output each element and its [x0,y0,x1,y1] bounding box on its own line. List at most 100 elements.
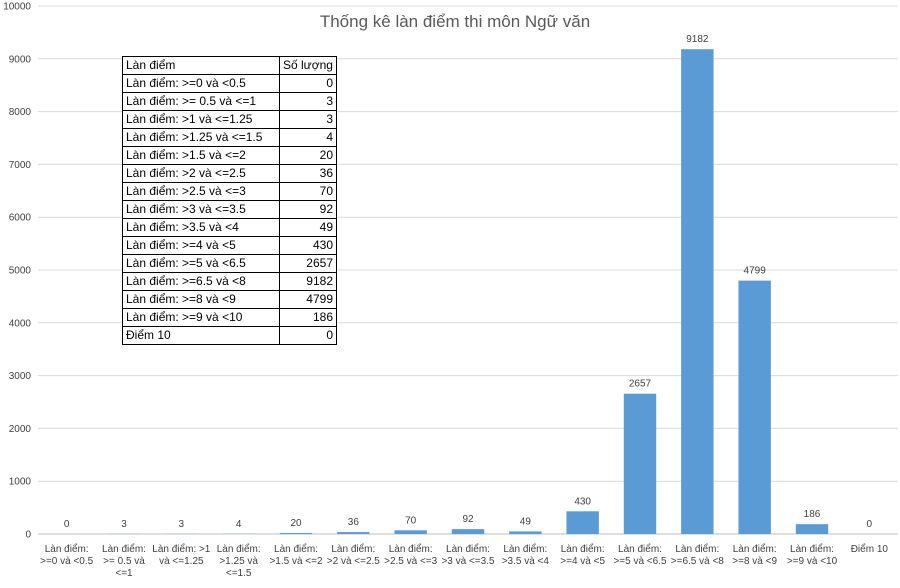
table-cell-range: Làn điểm: >=0 và <0.5 [122,74,280,93]
y-tick-label: 5000 [9,266,32,277]
bar [623,393,657,534]
table-cell-count: 92 [279,200,337,219]
table-row: Làn điểm: >=4 và <5 430 [122,236,337,255]
table-row: Làn điểm: >=0 và <0.5 0 [122,74,337,93]
x-tick-label: Làn điểm: >= 0.5 và <=1 [102,543,146,579]
y-tick-label: 9000 [9,54,32,65]
table-cell-count: 20 [279,146,337,165]
table-cell-range: Điểm 10 [122,326,280,345]
bar [394,530,427,534]
table-cell-count: 70 [279,182,337,201]
table-row: Làn điểm: >1 và <=1.25 3 [122,110,337,129]
x-tick-label: Làn điểm: >=0 và <0.5 [40,543,94,567]
bars [107,49,829,534]
table-row: Làn điểm: >=8 và <9 4799 [122,290,337,309]
data-label: 3 [121,519,127,530]
table-body: Làn điểm: >=0 và <0.5 0 Làn điểm: >= 0.5 v… [122,74,337,345]
y-axis-ticks: 0 1000 2000 3000 4000 5000 6000 7000 8000 9000 100… [3,2,31,541]
table-cell-range: Làn điểm: >=8 và <9 [122,290,280,309]
data-label: 9182 [686,34,709,45]
bar [738,280,771,534]
data-label: 70 [405,515,417,526]
bar [279,532,313,534]
x-tick-label: Làn điểm: >=4 và <5 [560,543,605,567]
data-label: 20 [290,518,302,529]
x-tick-label: Làn điểm: >=8 và <9 [732,543,777,567]
table-cell-count: 4 [279,128,337,147]
table-header-range: Làn điểm [122,56,280,75]
data-label: 36 [348,517,360,528]
table-header-count: Số lượng [279,56,337,75]
table-cell-count: 9182 [279,272,337,291]
table-cell-range: Làn điểm: >= 0.5 và <=1 [122,92,280,111]
x-tick-label: Làn điểm: >1.25 và <=1.5 [217,543,261,579]
data-label: 4 [236,519,242,530]
y-tick-label: 6000 [9,213,32,224]
x-tick-label: Làn điểm: >=5 và <6.5 [613,543,667,567]
table-cell-count: 0 [279,326,337,345]
table-cell-range: Làn điểm: >2.5 và <=3 [122,182,280,201]
x-tick-label: Làn điểm: >2.5 và <=3 [384,543,438,567]
table-cell-range: Làn điểm: >2 và <=2.5 [122,164,280,183]
x-tick-label: Làn điểm: >=9 và <10 [787,543,838,567]
table-row: Làn điểm: >2.5 và <=3 70 [122,182,337,201]
data-label: 4799 [744,266,767,277]
table-cell-count: 3 [279,110,337,129]
y-tick-label: 10000 [3,2,31,13]
y-tick-label: 4000 [9,318,32,329]
table-row: Làn điểm: >3 và <=3.5 92 [122,200,337,219]
table-cell-count: 49 [279,218,337,237]
table-cell-range: Làn điểm: >1.5 và <=2 [122,146,280,165]
table-cell-range: Làn điểm: >3 và <=3.5 [122,200,280,219]
table-cell-range: Làn điểm: >=4 và <5 [122,236,280,255]
table-row: Làn điểm: >3.5 và <4 49 [122,218,337,237]
y-tick-label: 7000 [9,160,32,171]
data-label: 0 [867,519,873,530]
table-cell-range: Làn điểm: >=9 và <10 [122,308,280,327]
table-cell-range: Làn điểm: >=6.5 và <8 [122,272,280,291]
chart-title: Thống kê làn điểm thi môn Ngữ văn [320,12,590,31]
bar [509,531,542,534]
table-cell-range: Làn điểm: >3.5 và <4 [122,218,280,237]
table-header-row: Làn điểm Số lượng [122,56,337,75]
y-tick-label: 1000 [9,477,32,488]
x-tick-label: Điểm 10 [851,543,889,555]
data-table: Làn điểm Số lượng Làn điểm: >=0 và <0.5 0… [122,56,337,345]
data-label: 49 [520,516,532,527]
data-label: 0 [64,519,70,530]
x-tick-label: Làn điểm: >1.5 và <=2 [269,543,323,567]
bar [795,524,829,534]
bar [681,49,714,534]
data-label: 186 [804,509,821,520]
x-axis-labels: Làn điểm: >=0 và <0.5 Làn điểm: >= 0.5 và <=… [40,543,888,579]
table-row: Làn điểm: >=6.5 và <8 9182 [122,272,337,291]
table-row: Làn điểm: >=9 và <10 186 [122,308,337,327]
table-cell-count: 186 [279,308,337,327]
data-label: 3 [179,519,185,530]
y-tick-label: 2000 [9,424,32,435]
table-cell-count: 0 [279,74,337,93]
bar [337,532,370,534]
data-label: 430 [574,496,591,507]
table-row: Làn điểm: >2 và <=2.5 36 [122,164,337,183]
table-row: Làn điểm: >1.25 và <=1.5 4 [122,128,337,147]
table-cell-range: Làn điểm: >1.25 và <=1.5 [122,128,280,147]
table-cell-count: 430 [279,236,337,255]
x-tick-label: Làn điểm: >1 và <=1.25 [152,543,211,567]
table-cell-count: 36 [279,164,337,183]
table-cell-count: 3 [279,92,337,111]
x-tick-label: Làn điểm: >3.5 và <4 [502,543,550,567]
table-cell-range: Làn điểm: >1 và <=1.25 [122,110,280,129]
data-label: 92 [462,514,474,525]
x-tick-label: Làn điểm: >=6.5 và <8 [671,543,725,567]
bar [451,529,485,534]
y-tick-label: 0 [25,530,31,541]
table-cell-count: 4799 [279,290,337,309]
y-tick-label: 8000 [9,107,32,118]
table-cell-count: 2657 [279,254,337,273]
bar [566,511,599,534]
table-cell-range: Làn điểm: >=5 và <6.5 [122,254,280,273]
table-row: Làn điểm: >= 0.5 và <=1 3 [122,92,337,111]
